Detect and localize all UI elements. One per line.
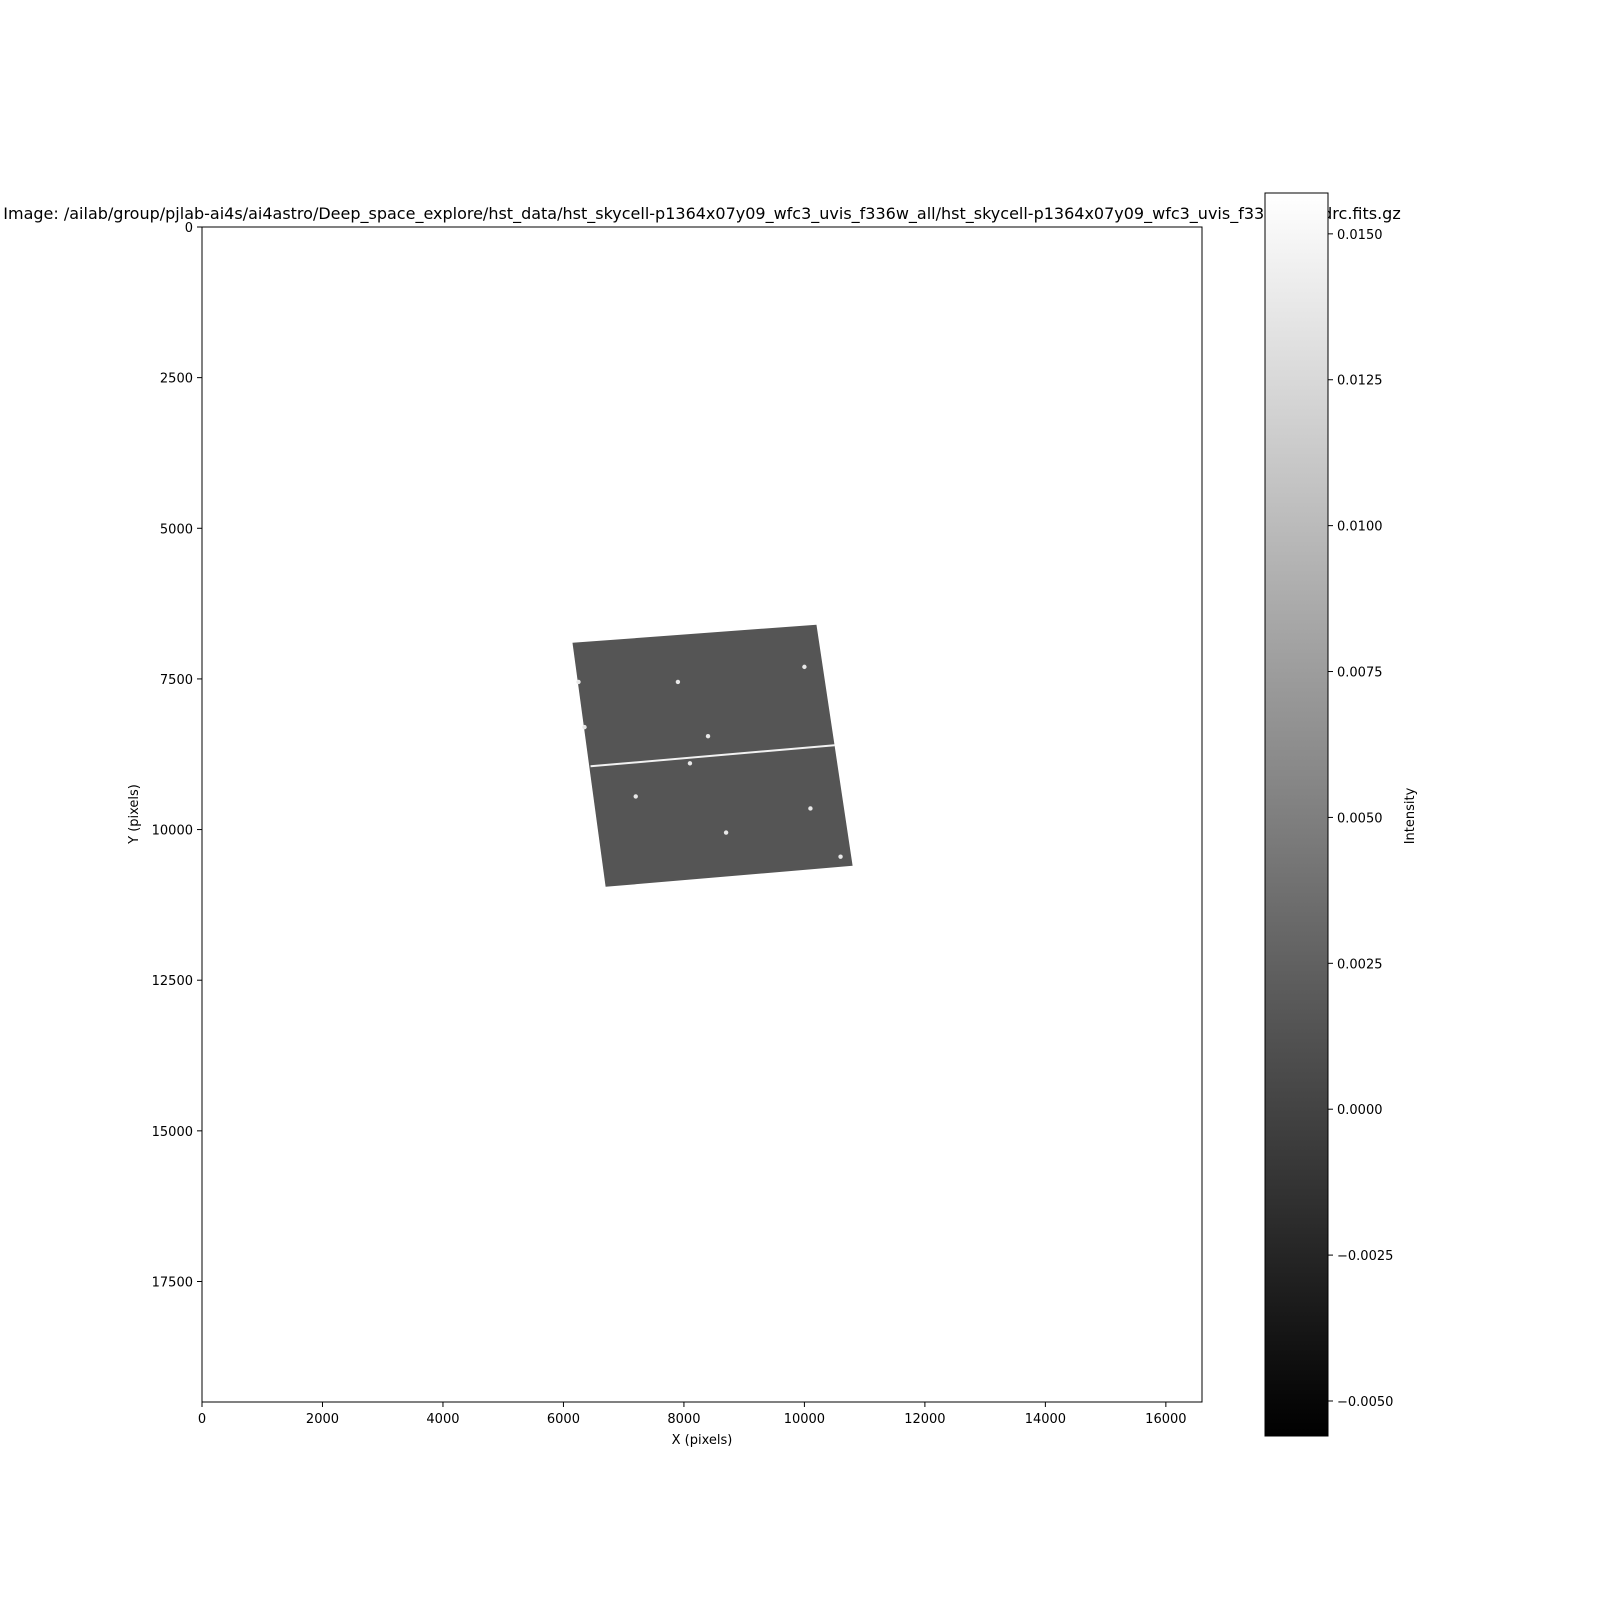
source-point [687,761,693,766]
x-tick-label: 0 [198,1412,206,1427]
y-axis-ticks: 0 2500 5000 7500 10000 12500 15000 17500 [152,221,202,1290]
y-tick-label: 17500 [152,1275,193,1290]
x-axis-label: X (pixels) [672,1433,733,1448]
source-point [838,854,843,859]
x-tick-label: 6000 [547,1412,580,1427]
y-tick-label: 10000 [152,824,193,839]
colorbar-tick-label: −0.0050 [1337,1395,1393,1410]
colorbar-tick-label: 0.0125 [1337,374,1383,389]
colorbar-tick-label: 0.0025 [1337,957,1383,972]
x-axis-ticks: 0 2000 4000 6000 8000 10000 12000 14000 16000 [198,1402,1187,1427]
source-point [802,664,807,670]
colorbar-tick-label: 0.0075 [1337,666,1383,681]
colorbar-ticks: −0.0050 −0.0025 0.0000 0.0025 0.0050 0.0075 0.… [1328,228,1393,1410]
x-tick-label: 12000 [904,1412,945,1427]
x-tick-label: 16000 [1145,1412,1186,1427]
x-tick-label: 4000 [426,1412,459,1427]
image-axes: 0 2000 4000 6000 8000 10000 12000 14000 16000 0 2… [127,221,1203,1448]
colorbar-label: Intensity [1403,787,1418,844]
colorbar: −0.0050 −0.0025 0.0000 0.0025 0.0050 0.0075 0.… [1264,192,1418,1437]
x-tick-label: 10000 [784,1412,825,1427]
axes-frame [201,226,1203,1403]
y-tick-label: 15000 [152,1125,193,1140]
colorbar-tick-label: 0.0000 [1337,1103,1383,1118]
y-tick-label: 7500 [160,673,193,688]
source-point [723,830,729,835]
source-point [633,794,638,799]
source-point [576,679,581,685]
y-tick-label: 12500 [152,974,193,989]
y-tick-label: 5000 [160,522,193,537]
colorbar-gradient [1264,192,1329,1437]
y-tick-label: 0 [185,221,193,236]
colorbar-tick-label: 0.0150 [1337,228,1383,243]
image-layer [572,624,853,887]
colorbar-tick-label: −0.0025 [1337,1249,1393,1264]
y-axis-label: Y (pixels) [127,784,142,845]
x-tick-label: 2000 [306,1412,339,1427]
colorbar-tick-label: 0.0100 [1337,520,1383,535]
source-point [808,806,813,811]
colorbar-tick-label: 0.0050 [1337,811,1383,826]
source-point [675,679,681,685]
x-tick-label: 8000 [667,1412,700,1427]
source-point [705,733,711,739]
y-tick-label: 2500 [160,372,193,387]
x-tick-label: 14000 [1025,1412,1066,1427]
source-point [582,724,587,730]
chip-gap-line [590,744,835,768]
chart-title: Image: /ailab/group/pjlab-ai4s/ai4astro/… [3,204,1400,224]
